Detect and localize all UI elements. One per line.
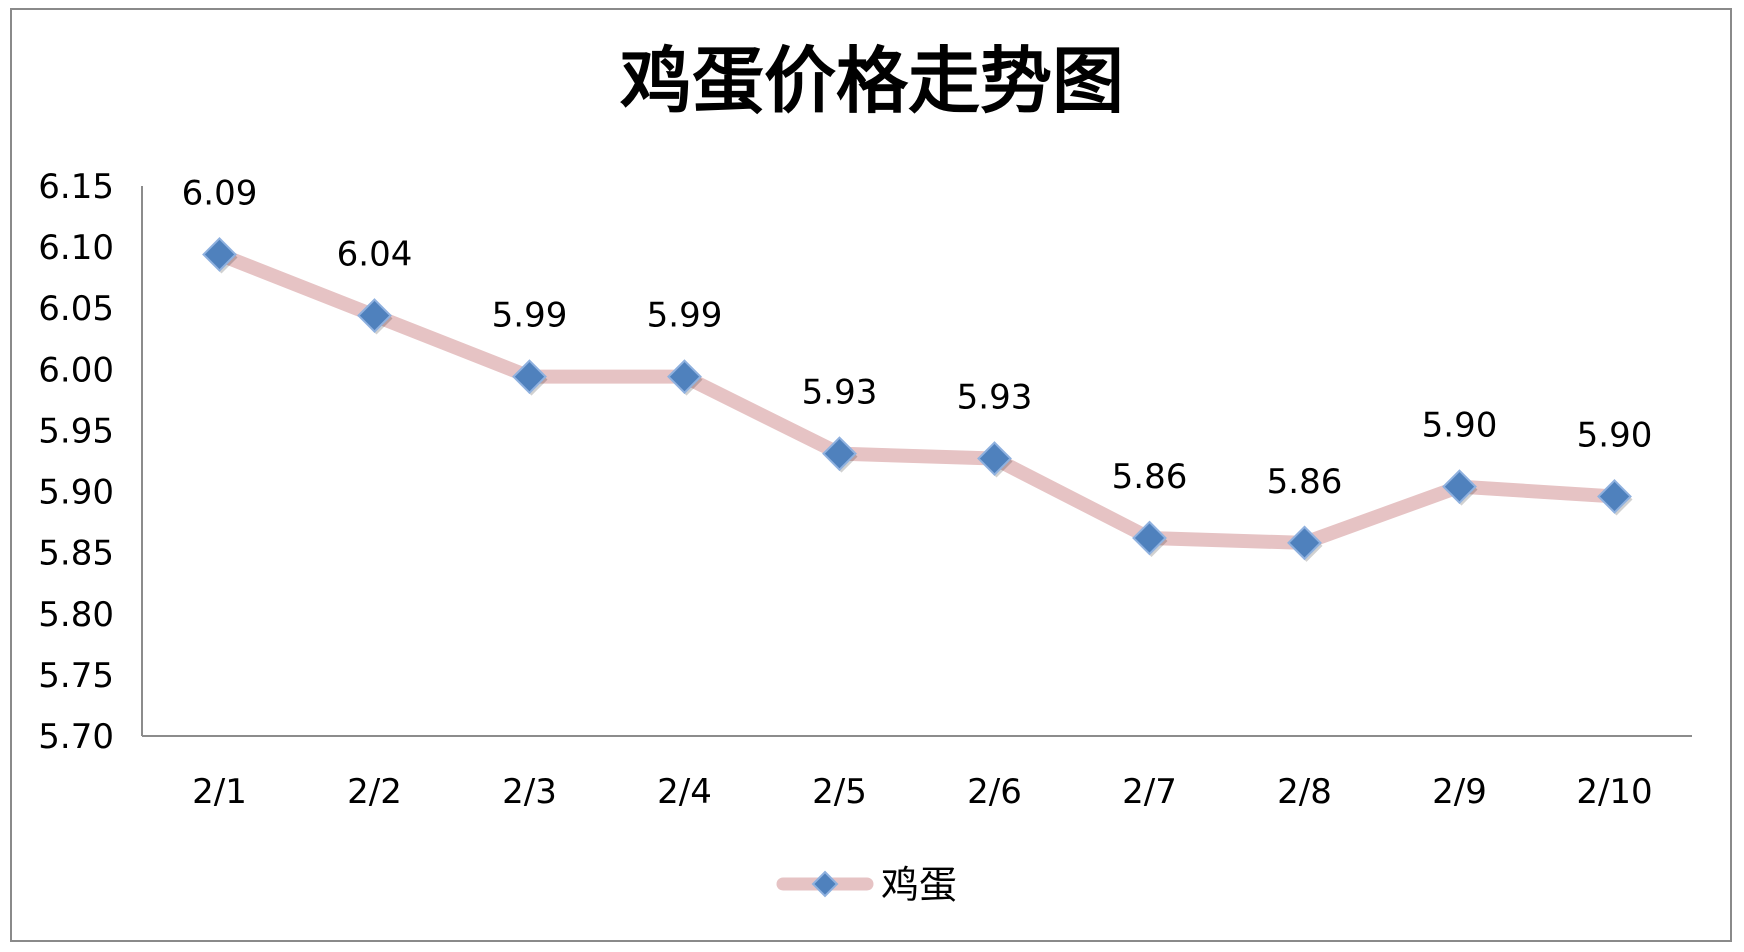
data-point-marker bbox=[202, 237, 237, 272]
data-label: 6.04 bbox=[337, 235, 413, 275]
data-point-marker bbox=[822, 436, 857, 472]
series-line bbox=[212, 247, 1622, 550]
y-tick-label: 6.00 bbox=[38, 350, 114, 390]
y-axis-tick-labels: 5.70 5.75 5.80 5.85 5.90 5.95 6.00 6.05 6.10 6.15 bbox=[38, 167, 114, 757]
data-point-marker bbox=[1287, 525, 1322, 561]
data-label: 5.86 bbox=[1112, 457, 1188, 497]
data-point-marker bbox=[667, 359, 702, 395]
x-tick-label: 2/3 bbox=[502, 772, 557, 812]
y-tick-label: 6.10 bbox=[38, 228, 114, 268]
data-point-marker bbox=[1597, 479, 1632, 514]
x-tick-label: 2/1 bbox=[192, 772, 247, 812]
legend-diamond-marker bbox=[811, 870, 839, 898]
y-tick-label: 5.70 bbox=[38, 717, 114, 757]
data-point-marker bbox=[1132, 520, 1167, 556]
y-tick-label: 6.05 bbox=[38, 289, 114, 329]
x-tick-label: 2/7 bbox=[1122, 772, 1177, 812]
data-point-marker bbox=[1442, 469, 1477, 505]
chart-frame bbox=[10, 8, 1732, 942]
data-point-marker bbox=[977, 441, 1012, 476]
y-tick-label: 5.85 bbox=[38, 534, 114, 574]
x-tick-label: 2/9 bbox=[1432, 772, 1487, 812]
x-tick-label: 2/10 bbox=[1576, 772, 1652, 812]
data-label: 5.99 bbox=[647, 296, 723, 336]
data-point-marker bbox=[512, 359, 547, 395]
x-tick-label: 2/5 bbox=[812, 772, 867, 812]
chart-title: 鸡蛋价格走势图 bbox=[620, 38, 1124, 123]
data-label: 5.86 bbox=[1267, 462, 1343, 502]
legend-label: 鸡蛋 bbox=[881, 863, 957, 907]
data-labels: 6.09 6.04 5.99 5.99 5.93 5.93 5.86 5.86 5.90 5.90 bbox=[182, 173, 1653, 501]
y-tick-label: 5.80 bbox=[38, 595, 114, 635]
series-markers bbox=[202, 237, 1633, 562]
y-tick-label: 5.95 bbox=[38, 411, 114, 451]
axes bbox=[141, 186, 1692, 737]
data-label: 5.93 bbox=[957, 378, 1033, 418]
data-label: 6.09 bbox=[182, 173, 258, 213]
x-tick-label: 2/6 bbox=[967, 772, 1022, 812]
series-line-group bbox=[212, 247, 1622, 550]
data-label: 5.90 bbox=[1577, 415, 1653, 455]
y-tick-label: 5.90 bbox=[38, 473, 114, 513]
data-point-marker bbox=[357, 298, 392, 333]
data-label: 5.93 bbox=[802, 373, 878, 413]
legend: 鸡蛋 bbox=[776, 863, 957, 907]
data-label: 5.90 bbox=[1422, 406, 1498, 446]
x-axis-tick-labels: 2/1 2/2 2/3 2/4 2/5 2/6 2/7 2/8 2/9 2/10 bbox=[192, 772, 1653, 812]
x-tick-label: 2/4 bbox=[657, 772, 712, 812]
data-label: 5.99 bbox=[492, 296, 568, 336]
y-tick-label: 6.15 bbox=[38, 167, 114, 207]
y-tick-label: 5.75 bbox=[38, 656, 114, 696]
x-tick-label: 2/2 bbox=[347, 772, 402, 812]
x-tick-label: 2/8 bbox=[1277, 772, 1332, 812]
